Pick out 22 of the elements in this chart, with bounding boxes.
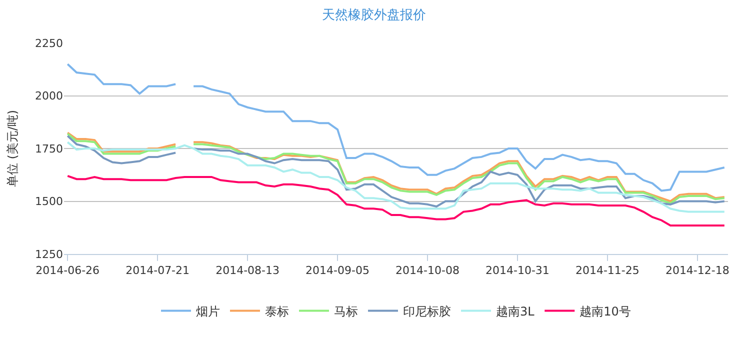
x-tick-label: 2014-06-26 xyxy=(36,264,100,278)
x-tick-label: 2014-07-21 xyxy=(126,264,190,278)
x-tick-label: 2014-08-13 xyxy=(216,264,280,278)
y-tick-label: 1750 xyxy=(35,142,63,156)
legend-label: 马标 xyxy=(334,304,358,318)
x-tick-label: 2014-10-08 xyxy=(396,264,460,278)
x-tick-label: 2014-12-18 xyxy=(665,264,730,278)
chart-title: 天然橡胶外盘报价 xyxy=(322,8,426,24)
legend-label: 烟片 xyxy=(196,304,220,318)
y-axis-title: 单位 (美元/吨) xyxy=(5,110,20,188)
legend-label: 越南10号 xyxy=(580,304,631,318)
x-tick-label: 2014-09-05 xyxy=(306,264,370,278)
y-tick-label: 2250 xyxy=(35,36,63,50)
legend-label: 印尼标胶 xyxy=(403,304,451,318)
y-tick-label: 2000 xyxy=(35,90,63,103)
y-tick-label: 1500 xyxy=(35,195,63,208)
y-tick-label: 1250 xyxy=(35,248,63,261)
x-tick-label: 2014-10-31 xyxy=(485,264,550,278)
line-series xyxy=(66,174,726,227)
x-tick-label: 2014-11-25 xyxy=(575,264,640,278)
legend-label: 泰标 xyxy=(265,304,289,318)
legend-label: 越南3L xyxy=(496,304,535,318)
